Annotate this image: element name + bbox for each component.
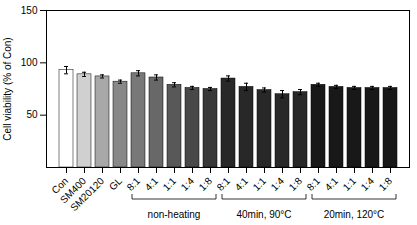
svg-text:Con: Con [49, 175, 71, 196]
svg-text:40min, 90°C: 40min, 90°C [236, 209, 291, 220]
svg-text:1:4: 1:4 [179, 175, 197, 193]
svg-text:SM400: SM400 [58, 175, 89, 206]
svg-text:8:1: 8:1 [215, 175, 233, 193]
svg-text:non-heating: non-heating [148, 209, 201, 220]
svg-text:8:1: 8:1 [125, 175, 143, 193]
svg-text:1:1: 1:1 [161, 175, 179, 193]
svg-text:Cell viability (% of Con): Cell viability (% of Con) [2, 37, 13, 140]
svg-text:1:1: 1:1 [251, 175, 269, 193]
svg-text:100: 100 [21, 57, 38, 68]
svg-text:1:8: 1:8 [197, 175, 215, 193]
svg-text:GL: GL [107, 175, 125, 193]
svg-text:1:1: 1:1 [341, 175, 359, 193]
svg-text:1:8: 1:8 [377, 175, 395, 193]
svg-text:4:1: 4:1 [143, 175, 161, 193]
svg-text:50: 50 [26, 109, 38, 120]
svg-text:4:1: 4:1 [233, 175, 251, 193]
svg-text:1:8: 1:8 [287, 175, 305, 193]
svg-text:20min, 120°C: 20min, 120°C [324, 209, 385, 220]
svg-text:150: 150 [21, 5, 38, 16]
svg-text:1:4: 1:4 [269, 175, 287, 193]
svg-text:1:4: 1:4 [359, 175, 377, 193]
svg-text:SM20120: SM20120 [68, 175, 106, 213]
svg-text:4:1: 4:1 [323, 175, 341, 193]
svg-text:8:1: 8:1 [305, 175, 323, 193]
